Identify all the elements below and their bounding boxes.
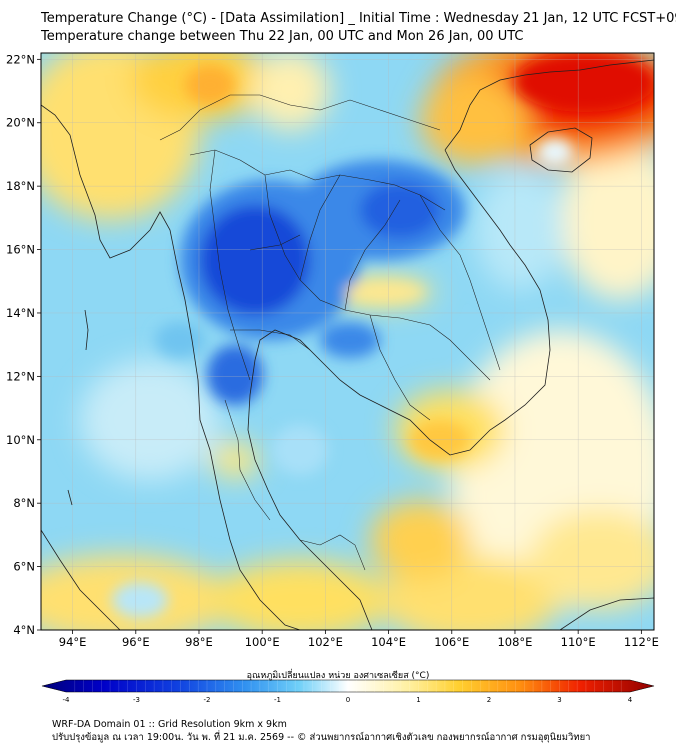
- lat-label: 20°N: [6, 116, 35, 130]
- lon-label: 102°E: [308, 635, 343, 649]
- lat-label: 4°N: [13, 623, 35, 637]
- footer-update-info: ปรับปรุงข้อมูล ณ เวลา 19:00น. วัน พ. ที่…: [52, 732, 591, 743]
- lat-label: 18°N: [6, 179, 35, 193]
- lon-label: 106°E: [434, 635, 469, 649]
- colorbar-tick-label: 3: [557, 696, 561, 704]
- lon-label: 112°E: [624, 635, 659, 649]
- lon-label: 100°E: [245, 635, 280, 649]
- map-title: Temperature Change (°C) - [Data Assimila…: [41, 11, 676, 26]
- plot-frame: [40, 52, 655, 631]
- colorbar-tick-label: 1: [416, 696, 420, 704]
- temperature-field: [41, 53, 654, 630]
- lat-label: 6°N: [13, 560, 35, 574]
- lat-label: 12°N: [6, 369, 35, 383]
- colorbar-tick-label: 4: [628, 696, 633, 704]
- map-subtitle: Temperature change between Thu 22 Jan, 0…: [41, 29, 524, 44]
- latitude-labels: 22°N 20°N 18°N 16°N 14°N 12°N 10°N 8°N 6°N 4°N: [6, 52, 41, 637]
- lon-label: 98°E: [185, 635, 213, 649]
- lat-label: 22°N: [6, 52, 35, 66]
- colorbar-tick-label: -4: [63, 696, 71, 704]
- lon-label: 108°E: [497, 635, 532, 649]
- colorbar-tick-label: -1: [274, 696, 281, 704]
- colorbar-tick-label: 2: [487, 696, 491, 704]
- lat-label: 14°N: [6, 306, 35, 320]
- lon-label: 94°E: [59, 635, 87, 649]
- colorbar-ticks: -4 -3 -2 -1 0 1 2 3 4: [63, 696, 633, 704]
- colorbar-label: อุณหภูมิเปลี่ยนแปลง หน่วย องศาเซลเซียส (…: [246, 671, 430, 681]
- lon-label: 96°E: [122, 635, 150, 649]
- borders: [159, 94, 501, 571]
- lon-label: 110°E: [561, 635, 596, 649]
- longitude-labels: 94°E 96°E 98°E 100°E 102°E 104°E 106°E 108°E 110…: [59, 630, 659, 649]
- footer-model-info: WRF-DA Domain 01 :: Grid Resolution 9km …: [52, 719, 287, 730]
- lat-label: 10°N: [6, 433, 35, 447]
- colorbar-tick-label: -3: [133, 696, 140, 704]
- lon-label: 104°E: [371, 635, 406, 649]
- colorbar: -4 -3 -2 -1 0 1 2 3 4: [41, 679, 655, 704]
- lat-label: 8°N: [13, 496, 35, 510]
- colorbar-tick-label: -2: [204, 696, 211, 704]
- lat-label: 16°N: [6, 243, 35, 257]
- colorbar-tick-label: 0: [346, 696, 350, 704]
- coastlines: [41, 59, 654, 630]
